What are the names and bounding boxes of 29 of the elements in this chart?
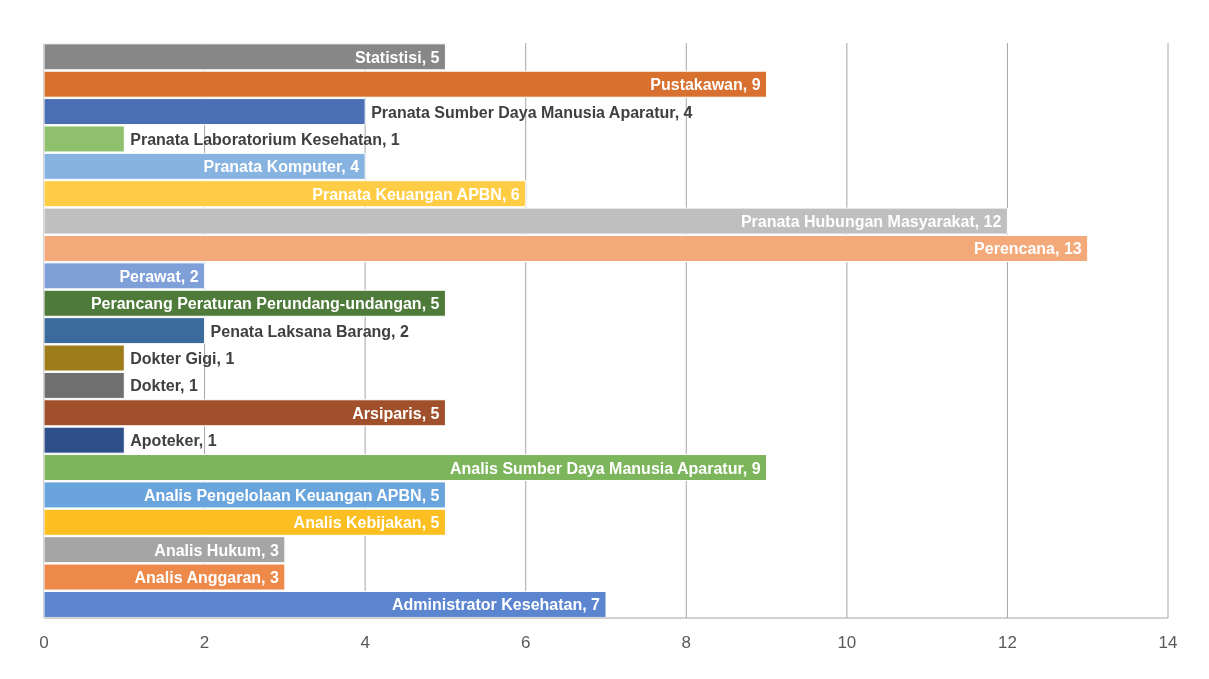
data-label: Pranata Hubungan Masyarakat, 12 xyxy=(740,213,1002,231)
x-tick-label: 14 xyxy=(1158,633,1178,653)
data-label: Statistisi, 5 xyxy=(354,48,440,66)
data-label: Perancang Peraturan Perundang-undangan, 5 xyxy=(90,295,440,313)
x-tick-label: 10 xyxy=(837,633,857,653)
data-label: Apoteker, 1 xyxy=(130,432,217,450)
data-label: Perencana, 13 xyxy=(974,240,1082,258)
data-label: Analis Hukum, 3 xyxy=(154,541,279,559)
data-label: Penata Laksana Barang, 2 xyxy=(210,322,409,340)
data-label: Dokter Gigi, 1 xyxy=(130,350,235,368)
data-label: Pranata Laboratorium Kesehatan, 1 xyxy=(130,130,400,148)
data-label: Analis Sumber Daya Manusia Aparatur, 9 xyxy=(449,459,761,477)
data-label: Perawat, 2 xyxy=(119,267,199,285)
x-tick-label: 12 xyxy=(997,633,1017,653)
data-label: Analis Kebijakan, 5 xyxy=(293,514,440,532)
data-label: Pustakawan, 9 xyxy=(650,76,761,94)
x-tick-label: 8 xyxy=(681,633,692,653)
data-label: Pranata Keuangan APBN, 6 xyxy=(312,185,520,203)
x-tick-label: 4 xyxy=(360,633,370,653)
data-label: Pranata Komputer, 4 xyxy=(203,158,360,176)
data-label: Analis Pengelolaan Keuangan APBN, 5 xyxy=(143,486,440,504)
data-label: Pranata Sumber Daya Manusia Aparatur, 4 xyxy=(371,103,693,121)
data-label: Analis Anggaran, 3 xyxy=(134,569,279,587)
data-label: Dokter, 1 xyxy=(130,377,198,395)
x-tick-label: 0 xyxy=(39,633,49,653)
data-label: Administrator Kesehatan, 7 xyxy=(391,596,601,614)
x-tick-label: 6 xyxy=(520,633,531,653)
data-label: Arsiparis, 5 xyxy=(352,404,440,422)
x-tick-label: 2 xyxy=(199,633,210,653)
